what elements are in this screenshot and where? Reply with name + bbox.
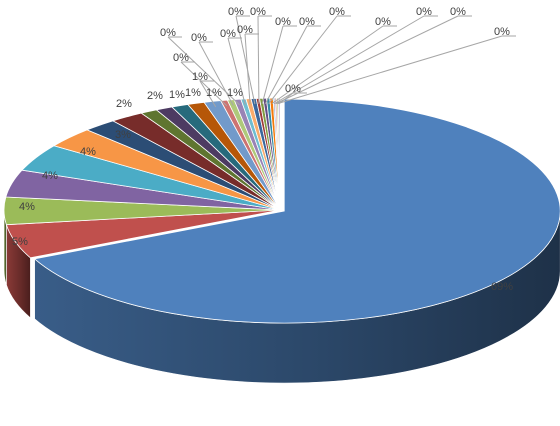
data-label-8: 1% <box>169 89 185 101</box>
data-label-10: 1% <box>206 87 222 99</box>
data-label-4: 4% <box>80 146 96 158</box>
leader-line-24 <box>274 15 425 105</box>
leader-line-20 <box>261 25 284 104</box>
data-label-1: 5% <box>12 236 28 248</box>
leader-line-16 <box>227 37 246 105</box>
data-label-6: 2% <box>116 98 132 110</box>
data-label-13: 0% <box>173 52 189 64</box>
data-label-15: 0% <box>160 27 176 39</box>
data-label-7: 2% <box>147 90 163 102</box>
leader-line-18 <box>235 15 256 105</box>
data-label-14: 0% <box>191 32 207 44</box>
leader-lines <box>167 15 516 108</box>
data-labels: 69%5%4%4%4%3%2%2% 1% 1% 1% 1%1%0%0%0% 0% 0%0% 0… <box>12 6 513 293</box>
data-label-2: 4% <box>19 201 35 213</box>
data-label-5: 3% <box>115 129 131 141</box>
leader-line-21 <box>264 25 308 105</box>
data-label-18: 0% <box>228 6 244 18</box>
data-label-16: 0% <box>220 28 236 40</box>
leader-line-13 <box>180 61 228 107</box>
leader-line-12 <box>199 80 217 108</box>
data-label-20: 0% <box>275 16 291 28</box>
data-label-0: 69% <box>491 281 513 293</box>
data-label-22: 0% <box>329 6 345 18</box>
data-label-21: 0% <box>299 16 315 28</box>
pie-top-layer <box>3 97 560 324</box>
data-label-19: 0% <box>250 6 266 18</box>
leader-line-25 <box>275 15 459 105</box>
data-label-3: 4% <box>42 170 58 182</box>
data-label-26: 0% <box>494 26 510 38</box>
data-label-11: 1% <box>227 87 243 99</box>
data-label-17: 0% <box>237 24 253 36</box>
data-label-25: 0% <box>450 6 466 18</box>
data-label-27: 0% <box>285 83 301 95</box>
leader-line-19 <box>257 15 260 104</box>
slice-0 <box>33 98 560 324</box>
data-label-12: 1% <box>192 71 208 83</box>
leader-line-23 <box>271 25 384 105</box>
leader-line-15 <box>167 36 240 106</box>
data-label-9: 1% <box>185 87 201 99</box>
leader-line-14 <box>198 41 234 106</box>
leader-line-26 <box>277 35 503 105</box>
leader-line-22 <box>268 15 338 105</box>
leader-line-27 <box>278 92 294 104</box>
data-label-24: 0% <box>416 6 432 18</box>
data-label-23: 0% <box>375 16 391 28</box>
